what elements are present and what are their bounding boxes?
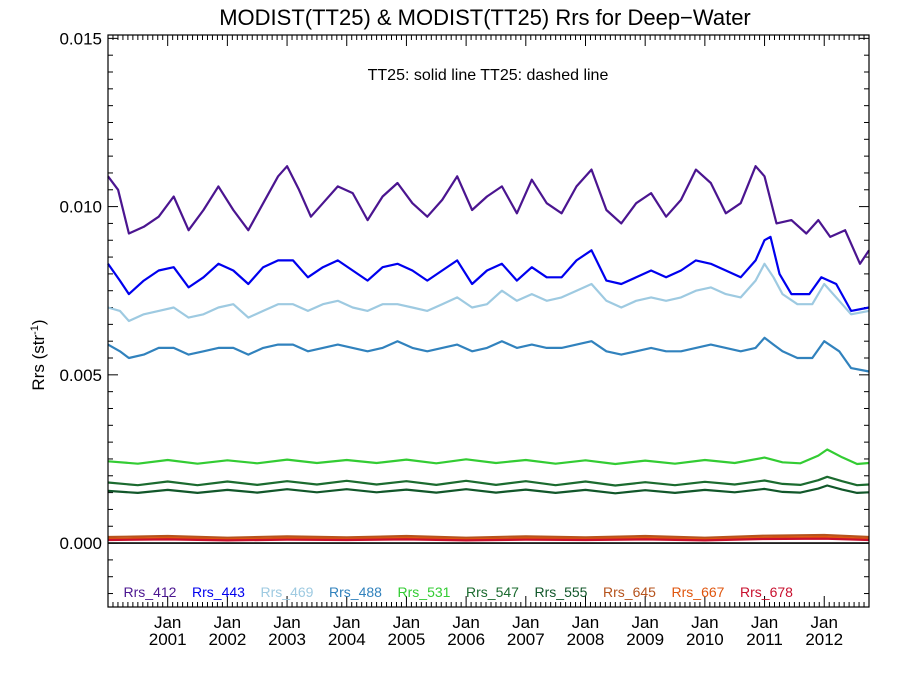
x-tick-label-year: 2008 xyxy=(567,630,605,649)
y-axis-label-main: Rrs (str xyxy=(29,335,48,391)
y-axis-label: Rrs (str-1) xyxy=(29,319,48,390)
x-tick-label-year: 2012 xyxy=(805,630,843,649)
x-tick-label-year: 2010 xyxy=(686,630,724,649)
series-line-rrs-678 xyxy=(107,537,870,542)
legend-item-rrs-667: Rrs_667 xyxy=(672,584,725,600)
x-tick-label-month: Jan xyxy=(691,613,718,632)
legend-item-rrs-469: Rrs_469 xyxy=(261,584,314,600)
legend-item-rrs-547: Rrs_547 xyxy=(466,584,519,600)
legend-item-rrs-412: Rrs_412 xyxy=(124,584,177,600)
x-tick-label-year: 2003 xyxy=(268,630,306,649)
y-tick-label: 0.015 xyxy=(59,29,102,48)
plot-area: 0.0000.0050.0100.015Jan2001Jan2002Jan200… xyxy=(59,29,870,649)
legend-item-rrs-555: Rrs_555 xyxy=(535,584,588,600)
legend-item-rrs-645: Rrs_645 xyxy=(603,584,656,600)
series-line-rrs-555 xyxy=(107,484,870,495)
x-tick-label-month: Jan xyxy=(751,613,778,632)
y-tick-label: 0.000 xyxy=(59,534,102,553)
y-axis-label-sup: -1 xyxy=(29,325,41,335)
x-tick-label-year: 2006 xyxy=(447,630,485,649)
x-tick-label-month: Jan xyxy=(393,613,420,632)
x-tick-label-month: Jan xyxy=(214,613,241,632)
x-tick-label-month: Jan xyxy=(512,613,539,632)
series-line-rrs-412 xyxy=(107,165,870,265)
series-line-rrs-531 xyxy=(107,448,870,466)
series-line-rrs-443 xyxy=(107,235,870,312)
plot-frame xyxy=(107,34,870,608)
y-tick-label: 0.010 xyxy=(59,198,102,217)
x-tick-label-month: Jan xyxy=(452,613,479,632)
legend-item-rrs-678: Rrs_678 xyxy=(740,584,793,600)
y-tick-label: 0.005 xyxy=(59,366,102,385)
x-tick-label-year: 2011 xyxy=(746,630,783,649)
x-tick-label-year: 2005 xyxy=(388,630,426,649)
legend-item-rrs-443: Rrs_443 xyxy=(192,584,245,600)
x-tick-label-year: 2009 xyxy=(626,630,664,649)
x-tick-label-month: Jan xyxy=(333,613,360,632)
legend-item-rrs-488: Rrs_488 xyxy=(329,584,382,600)
x-tick-label-month: Jan xyxy=(273,613,300,632)
x-tick-label-month: Jan xyxy=(572,613,599,632)
series-line-rrs-547 xyxy=(107,475,870,487)
x-tick-label-year: 2001 xyxy=(149,630,187,649)
series-line-rrs-488 xyxy=(107,336,870,373)
x-tick-label-year: 2007 xyxy=(507,630,545,649)
x-tick-label-month: Jan xyxy=(811,613,838,632)
line-style-note: TT25: solid line TT25: dashed line xyxy=(368,67,609,84)
series-line-rrs-469 xyxy=(107,262,870,323)
x-tick-label-month: Jan xyxy=(154,613,181,632)
chart-title: MODIST(TT25) & MODIST(TT25) Rrs for Deep… xyxy=(219,5,751,30)
legend-item-rrs-531: Rrs_531 xyxy=(398,584,451,600)
x-tick-label-year: 2002 xyxy=(208,630,246,649)
y-axis-label-close: ) xyxy=(29,319,48,325)
x-tick-label-year: 2004 xyxy=(328,630,366,649)
series-line-rrs-645 xyxy=(107,533,870,539)
x-tick-label-month: Jan xyxy=(631,613,658,632)
